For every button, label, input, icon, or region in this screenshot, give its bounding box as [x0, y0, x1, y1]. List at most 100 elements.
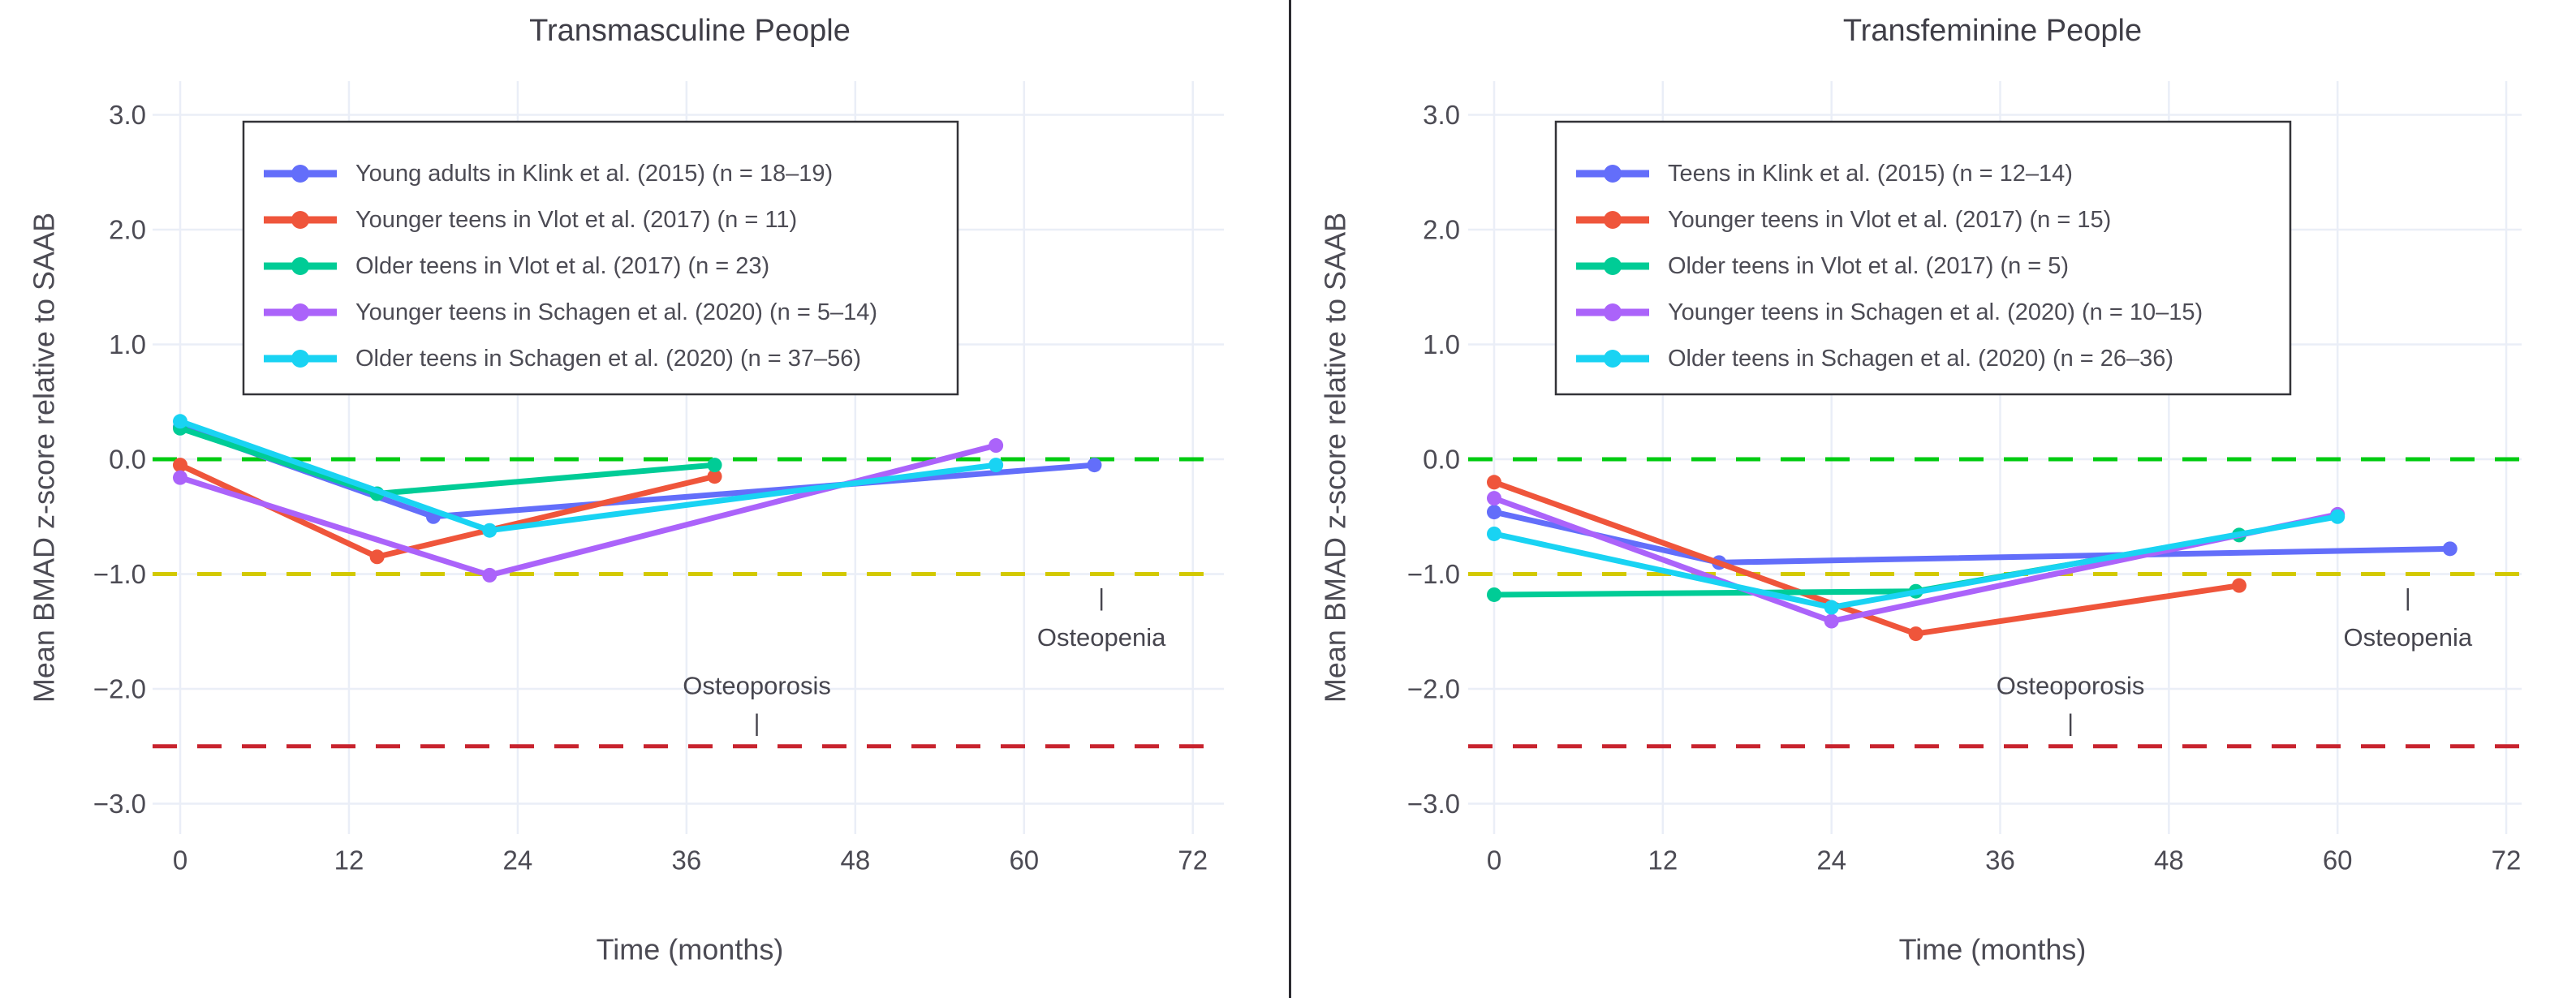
annotations: | Osteopenia | Osteoporosis — [683, 585, 1166, 737]
legend-swatch-marker — [291, 211, 309, 229]
data-point[interactable] — [989, 458, 1004, 473]
x-tick-label: 60 — [2323, 845, 2353, 875]
legend: Teens in Klink et al. (2015) (n = 12–14)… — [1554, 120, 2292, 396]
y-tick-label: −3.0 — [1407, 789, 1460, 819]
data-point[interactable] — [2330, 509, 2346, 524]
series-1 — [1487, 475, 2246, 642]
chart-transfeminine: | Osteopenia | Osteoporosis 0 12 24 36 48 60 72 3.0… — [1319, 14, 2522, 966]
legend-swatch-marker — [1604, 350, 1622, 368]
x-axis-title: Time (months) — [597, 933, 784, 966]
y-tick-label: −1.0 — [93, 559, 146, 589]
legend-item[interactable]: Older teens in Schagen et al. (2020) (n … — [264, 346, 861, 372]
series-4 — [1487, 509, 2346, 615]
annotation-tick: | — [2405, 585, 2411, 612]
data-point[interactable] — [707, 458, 722, 473]
legend-item[interactable]: Older teens in Schagen et al. (2020) (n … — [1576, 346, 2173, 372]
series-line[interactable] — [1493, 531, 2240, 598]
legend-swatch-marker — [291, 303, 309, 321]
data-point[interactable] — [1487, 505, 1501, 520]
y-tick-label: 3.0 — [1423, 100, 1460, 130]
legend-item[interactable]: Younger teens in Vlot et al. (2017) (n =… — [1576, 207, 2111, 233]
annotation-label: Osteopenia — [2344, 623, 2473, 652]
annotation-label: Osteopenia — [1037, 623, 1166, 652]
legend-box — [1554, 120, 2292, 396]
y-axis-title: Mean BMAD z-score relative to SAAB — [28, 213, 61, 703]
data-point[interactable] — [1487, 526, 1501, 541]
legend-item[interactable]: Older teens in Vlot et al. (2017) (n = 5… — [1576, 253, 2069, 279]
reference-lines — [153, 457, 1224, 749]
data-point[interactable] — [1087, 458, 1102, 473]
legend-swatch-marker — [1604, 165, 1622, 183]
x-tick-label: 36 — [672, 845, 702, 875]
y-tick-label: −1.0 — [1407, 559, 1460, 589]
data-point[interactable] — [2442, 541, 2458, 557]
data-point[interactable] — [369, 549, 385, 565]
y-tick-label: 3.0 — [109, 100, 146, 130]
legend-swatch-marker — [1604, 211, 1622, 229]
legend-item-label: Younger teens in Schagen et al. (2020) (… — [1668, 299, 2203, 325]
panel-transfeminine: | Osteopenia | Osteoporosis 0 12 24 36 48 60 72 3.0… — [1288, 0, 2576, 998]
legend-item-label: Younger teens in Vlot et al. (2017) (n =… — [355, 207, 797, 233]
data-point[interactable] — [1908, 626, 1923, 642]
legend-item-label: Older teens in Schagen et al. (2020) (n … — [355, 346, 861, 372]
axis-labels: 0 12 24 36 48 60 72 3.0 2.0 1.0 0.0 −1.0 −2.0 −3.0 — [1407, 100, 2522, 875]
data-point[interactable] — [482, 567, 498, 583]
data-point[interactable] — [989, 438, 1004, 454]
data-point[interactable] — [1487, 475, 1501, 490]
x-tick-label: 0 — [1487, 845, 1501, 875]
x-tick-label: 24 — [503, 845, 533, 875]
x-tick-label: 12 — [334, 845, 364, 875]
legend-swatch-marker — [291, 350, 309, 368]
legend-item-label: Younger teens in Schagen et al. (2020) (… — [355, 299, 877, 325]
data-point[interactable] — [1487, 587, 1501, 602]
annotation-tick: | — [2067, 710, 2074, 737]
data-point[interactable] — [1824, 613, 1839, 629]
y-tick-label: 0.0 — [109, 445, 146, 475]
data-point[interactable] — [707, 469, 722, 484]
annotation-label: Osteoporosis — [1997, 671, 2145, 699]
x-tick-label: 24 — [1816, 845, 1846, 875]
legend-item-label: Teens in Klink et al. (2015) (n = 12–14) — [1668, 161, 2073, 187]
annotation-tick: | — [1098, 585, 1105, 612]
legend-box — [242, 120, 959, 396]
data-point[interactable] — [173, 458, 187, 473]
y-tick-label: −2.0 — [1407, 674, 1460, 704]
annotation-label: Osteoporosis — [683, 671, 831, 699]
legend-item[interactable]: Older teens in Vlot et al. (2017) (n = 2… — [264, 253, 769, 279]
data-point[interactable] — [173, 414, 187, 429]
legend-swatch-marker — [1604, 257, 1622, 275]
legend-item[interactable]: Teens in Klink et al. (2015) (n = 12–14) — [1576, 161, 2073, 187]
legend-item-label: Older teens in Vlot et al. (2017) (n = 5… — [1668, 253, 2069, 279]
panel-transmasculine: | Osteopenia | Osteoporosis 0 12 24 36 48 60 72 3.0… — [28, 14, 1224, 966]
data-point[interactable] — [173, 470, 187, 485]
legend-item[interactable]: Younger teens in Vlot et al. (2017) (n =… — [264, 207, 797, 233]
x-axis-title: Time (months) — [1899, 933, 2087, 966]
x-tick-label: 72 — [2492, 845, 2522, 875]
legend-item[interactable]: Young adults in Klink et al. (2015) (n =… — [264, 161, 833, 187]
legend-swatch-marker — [291, 165, 309, 183]
x-tick-label: 0 — [173, 845, 187, 875]
series-0 — [1487, 505, 2458, 570]
annotations: | Osteopenia | Osteoporosis — [1997, 585, 2473, 737]
legend-item[interactable]: Younger teens in Schagen et al. (2020) (… — [264, 299, 877, 325]
panel-title: Transmasculine People — [529, 14, 851, 48]
data-point[interactable] — [2231, 578, 2246, 593]
legend-item-label: Young adults in Klink et al. (2015) (n =… — [355, 161, 833, 187]
annotation-tick: | — [754, 710, 760, 737]
data-point[interactable] — [482, 523, 498, 538]
data-point[interactable] — [1824, 600, 1839, 615]
x-tick-label: 48 — [2154, 845, 2184, 875]
y-tick-label: −2.0 — [93, 674, 146, 704]
legend-swatch-marker — [1604, 303, 1622, 321]
y-tick-label: 2.0 — [1423, 215, 1460, 245]
legend-item-label: Older teens in Schagen et al. (2020) (n … — [1668, 346, 2173, 372]
y-tick-label: 1.0 — [109, 329, 146, 359]
chart-transmasculine: | Osteopenia | Osteoporosis 0 12 24 36 48 60 72 3.0… — [28, 14, 1224, 966]
legend-item[interactable]: Younger teens in Schagen et al. (2020) (… — [1576, 299, 2203, 325]
panel-divider — [1289, 0, 1291, 998]
x-tick-label: 48 — [840, 845, 870, 875]
axis-labels: 0 12 24 36 48 60 72 3.0 2.0 1.0 0.0 −1.0 −2.0 −3.0 — [93, 100, 1208, 875]
y-tick-label: −3.0 — [93, 789, 146, 819]
data-point[interactable] — [1487, 491, 1501, 506]
